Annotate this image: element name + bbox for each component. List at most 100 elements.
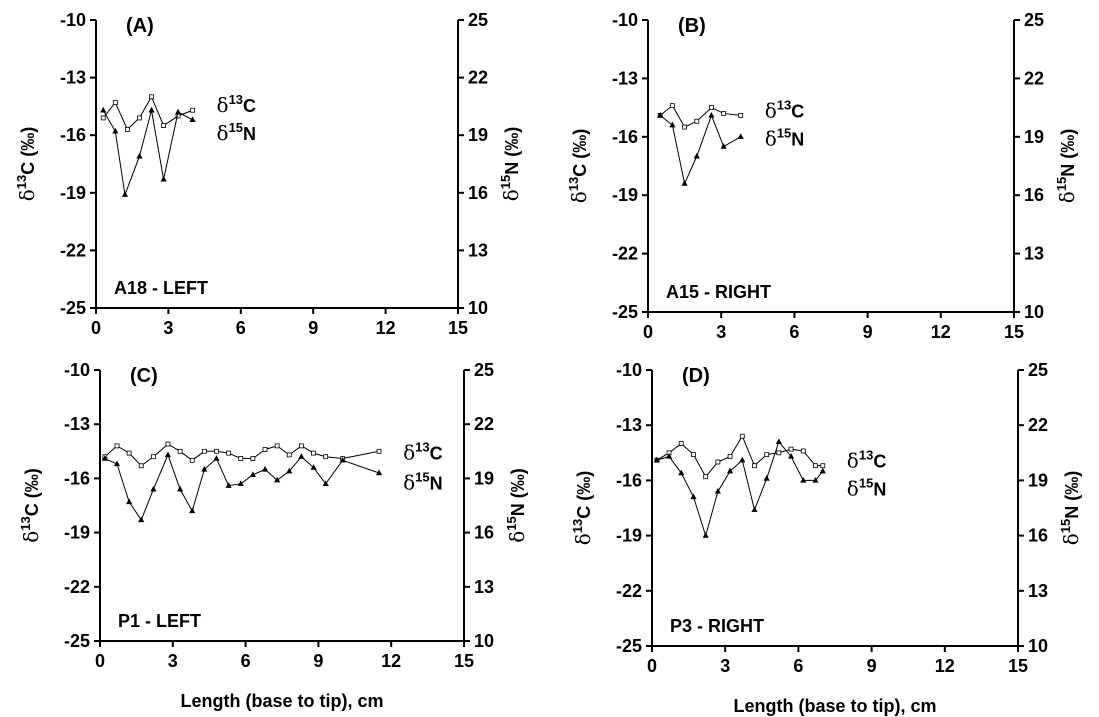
left-y-axis-title: δ13C (‰)	[14, 127, 39, 202]
data-point-d13c	[715, 459, 721, 465]
data-point-d15n	[714, 488, 721, 494]
data-point-d15n	[148, 106, 155, 113]
sample-label: A15 - RIGHT	[666, 282, 771, 302]
right-y-tick-label: 25	[468, 10, 488, 30]
data-point-d13c	[274, 443, 280, 449]
data-point-d15n	[693, 152, 700, 159]
data-point-d13c	[149, 94, 154, 100]
right-y-tick-label: 19	[474, 468, 494, 488]
data-point-d15n	[100, 106, 107, 113]
left-y-axis-title: δ13C (‰)	[570, 471, 595, 546]
right-y-axis-title: δ15N (‰)	[1058, 471, 1083, 546]
data-point-d13c	[703, 474, 709, 480]
data-point-d13c	[311, 450, 316, 456]
right-y-tick-label: 13	[1028, 581, 1048, 601]
series-line-d15n	[102, 109, 193, 197]
x-tick-label: 6	[793, 656, 803, 676]
panels-group: -10 -13 -16 -19 -22 -25 25 22 19 16 13 10 0 3 6 9 12 15 δ1…	[14, 10, 1083, 716]
data-point-d13c	[299, 443, 304, 449]
left-y-axis-title: δ13C (‰)	[18, 468, 43, 543]
series-line-d15n	[104, 453, 380, 522]
x-tick-label: 12	[935, 656, 955, 676]
right-y-tick-label: 25	[1024, 10, 1044, 30]
panel-a: -10 -13 -16 -19 -22 -25 25 22 19 16 13 10 0 3 6 9 12 15 δ1…	[14, 10, 523, 338]
x-tick-label: 15	[1004, 322, 1024, 342]
data-point-d13c	[126, 450, 132, 456]
left-y-tick-label: -16	[64, 468, 90, 488]
data-point-d15n	[160, 175, 167, 182]
left-y-tick-label: -13	[612, 68, 638, 88]
data-point-d15n	[286, 467, 293, 474]
data-point-d15n	[678, 469, 685, 476]
x-tick-label: 12	[381, 651, 401, 671]
data-point-d13c	[813, 463, 818, 469]
data-point-d15n	[261, 465, 269, 472]
data-point-d15n	[298, 453, 305, 459]
data-point-d13c	[738, 112, 744, 118]
data-point-d15n	[164, 451, 172, 458]
x-tick-label: 3	[716, 322, 726, 342]
data-point-d15n	[237, 480, 244, 487]
data-point-d13c	[214, 448, 219, 454]
data-point-d13c	[138, 463, 144, 469]
data-point-d13c	[323, 454, 329, 460]
series-label-d13c: δ13C	[217, 92, 257, 117]
right-y-tick-label: 10	[474, 631, 494, 651]
data-point-d15n	[737, 133, 744, 140]
data-point-d13c	[776, 450, 782, 456]
panel-letter: (B)	[678, 15, 706, 37]
data-point-d13c	[150, 454, 156, 460]
data-point-d15n	[225, 482, 232, 488]
data-point-d13c	[201, 448, 207, 454]
data-point-d15n	[669, 121, 676, 128]
data-point-d13c	[238, 456, 244, 461]
data-point-d15n	[113, 460, 121, 467]
data-point-d15n	[812, 476, 819, 483]
data-point-d15n	[702, 532, 709, 538]
data-point-d15n	[121, 191, 129, 197]
left-y-tick-label: -13	[616, 415, 642, 435]
panel-letter: (A)	[126, 15, 154, 37]
data-point-d13c	[286, 452, 292, 458]
left-y-tick-label: -22	[612, 244, 638, 264]
x-tick-label: 0	[643, 322, 653, 342]
sample-label: P3 - RIGHT	[670, 616, 764, 636]
x-tick-label: 0	[95, 651, 105, 671]
left-y-tick-label: -19	[616, 526, 642, 546]
data-point-d15n	[375, 469, 383, 476]
left-y-axis-title: δ13C (‰)	[566, 129, 591, 204]
left-y-tick-label: -25	[616, 636, 642, 656]
data-point-d13c	[250, 456, 256, 461]
right-y-axis-title: δ15N (‰)	[504, 468, 529, 543]
series-line-d13c	[102, 95, 193, 131]
data-point-d13c	[226, 450, 232, 456]
left-y-tick-label: -22	[60, 240, 86, 260]
data-point-d15n	[788, 453, 795, 459]
panel-d: -10 -13 -16 -19 -22 -25 25 22 19 16 13 10 0 3 6 9 12 15 δ1…	[570, 360, 1083, 716]
data-point-d13c	[727, 454, 733, 459]
data-point-d15n	[101, 455, 108, 461]
data-point-d13c	[262, 447, 268, 452]
right-y-tick-label: 10	[1028, 636, 1048, 656]
data-point-d13c	[190, 107, 195, 113]
series-label-d15n: δ15N	[765, 125, 805, 150]
right-y-tick-label: 19	[1028, 470, 1048, 490]
right-y-axis-title: δ15N (‰)	[498, 127, 523, 202]
left-y-tick-label: -25	[64, 631, 90, 651]
left-y-tick-label: -13	[64, 414, 90, 434]
left-y-tick-label: -13	[60, 68, 86, 88]
right-y-tick-label: 22	[1028, 415, 1048, 435]
data-point-d15n	[150, 485, 157, 492]
right-y-tick-label: 19	[1024, 127, 1044, 147]
data-point-d15n	[201, 465, 208, 472]
x-tick-label: 3	[720, 656, 730, 676]
data-point-d13c	[137, 115, 142, 121]
right-y-axis-title: δ15N (‰)	[1054, 129, 1079, 204]
left-y-tick-label: -19	[64, 523, 90, 543]
right-y-tick-label: 16	[1024, 185, 1044, 205]
right-y-tick-label: 13	[468, 240, 488, 260]
series-label-d15n: δ15N	[847, 476, 887, 501]
data-point-d15n	[653, 456, 660, 463]
series-label-d13c: δ13C	[765, 97, 805, 122]
